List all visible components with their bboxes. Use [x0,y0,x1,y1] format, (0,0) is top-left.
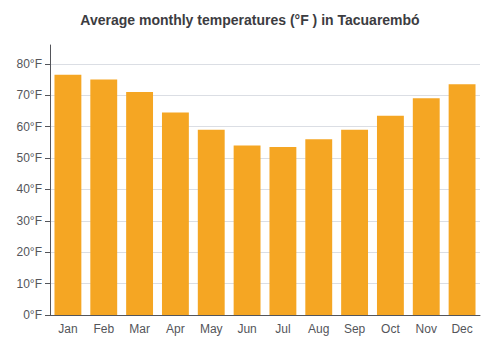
svg-text:0°F: 0°F [23,308,42,322]
svg-text:Feb: Feb [93,322,114,336]
svg-text:Nov: Nov [416,322,437,336]
svg-text:20°F: 20°F [17,245,42,259]
svg-text:Dec: Dec [451,322,472,336]
svg-text:Jul: Jul [275,322,290,336]
svg-text:Apr: Apr [166,322,185,336]
svg-text:Jun: Jun [237,322,256,336]
svg-text:40°F: 40°F [17,182,42,196]
svg-text:30°F: 30°F [17,214,42,228]
svg-text:Mar: Mar [129,322,150,336]
svg-text:Sep: Sep [344,322,366,336]
svg-text:May: May [200,322,223,336]
svg-text:10°F: 10°F [17,277,42,291]
svg-text:80°F: 80°F [17,57,42,71]
svg-text:50°F: 50°F [17,151,42,165]
svg-text:Average monthly temperatures (: Average monthly temperatures (°F ) in Ta… [80,12,419,28]
svg-text:Aug: Aug [308,322,329,336]
svg-text:Jan: Jan [58,322,77,336]
svg-text:70°F: 70°F [17,88,42,102]
svg-text:Oct: Oct [381,322,400,336]
svg-text:60°F: 60°F [17,120,42,134]
